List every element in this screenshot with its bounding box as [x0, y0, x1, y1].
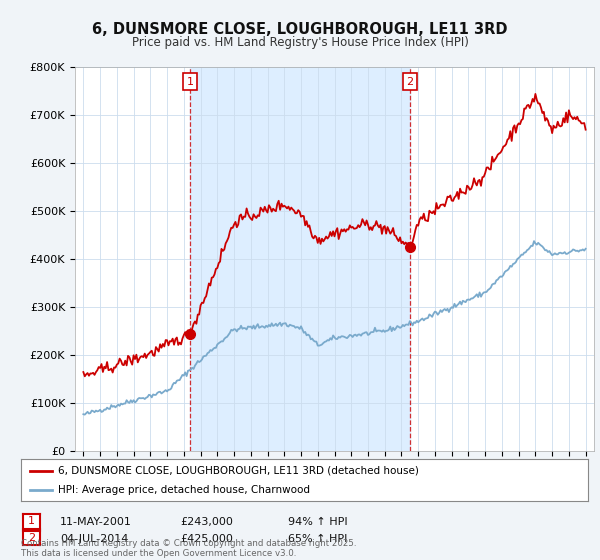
Text: 11-MAY-2001: 11-MAY-2001 [60, 517, 132, 527]
Text: HPI: Average price, detached house, Charnwood: HPI: Average price, detached house, Char… [58, 485, 310, 495]
Text: 6, DUNSMORE CLOSE, LOUGHBOROUGH, LE11 3RD: 6, DUNSMORE CLOSE, LOUGHBOROUGH, LE11 3R… [92, 22, 508, 38]
Text: 2: 2 [28, 533, 35, 543]
Text: 2: 2 [406, 77, 413, 87]
Text: 6, DUNSMORE CLOSE, LOUGHBOROUGH, LE11 3RD (detached house): 6, DUNSMORE CLOSE, LOUGHBOROUGH, LE11 3R… [58, 466, 419, 476]
Text: Price paid vs. HM Land Registry's House Price Index (HPI): Price paid vs. HM Land Registry's House … [131, 36, 469, 49]
Text: £243,000: £243,000 [180, 517, 233, 527]
Text: 94% ↑ HPI: 94% ↑ HPI [288, 517, 347, 527]
Bar [190, 67, 410, 451]
Text: 04-JUL-2014: 04-JUL-2014 [60, 534, 128, 544]
Text: 65% ↑ HPI: 65% ↑ HPI [288, 534, 347, 544]
Text: 1: 1 [187, 77, 193, 87]
Text: £425,000: £425,000 [180, 534, 233, 544]
Text: 1: 1 [28, 516, 35, 526]
Text: Contains HM Land Registry data © Crown copyright and database right 2025.
This d: Contains HM Land Registry data © Crown c… [21, 539, 356, 558]
